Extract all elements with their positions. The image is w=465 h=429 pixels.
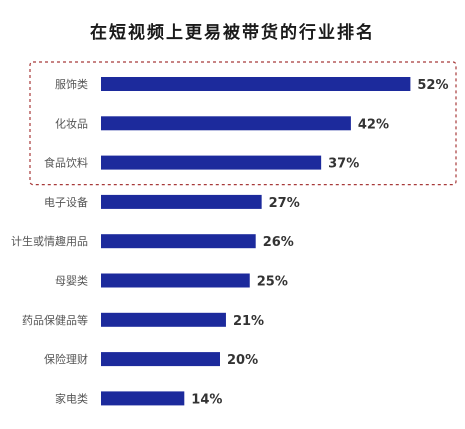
bar bbox=[101, 312, 226, 327]
bar bbox=[101, 116, 351, 131]
bar bbox=[101, 194, 262, 209]
category-label: 保险理财 bbox=[44, 352, 88, 366]
bar bbox=[101, 273, 250, 288]
bar bbox=[101, 234, 256, 249]
category-label: 药品保健品等 bbox=[22, 313, 88, 327]
value-label: 37% bbox=[328, 157, 359, 172]
category-label: 计生或情趣用品 bbox=[11, 234, 88, 248]
category-label: 化妆品 bbox=[55, 116, 88, 130]
bar bbox=[101, 391, 185, 406]
value-label: 52% bbox=[417, 78, 448, 93]
category-label: 服饰类 bbox=[55, 77, 88, 91]
value-label: 26% bbox=[263, 235, 294, 250]
value-label: 27% bbox=[269, 196, 300, 211]
highlight-box bbox=[29, 61, 457, 186]
value-label: 14% bbox=[191, 392, 222, 407]
value-label: 20% bbox=[227, 353, 258, 368]
value-label: 25% bbox=[257, 275, 288, 290]
value-label: 21% bbox=[233, 314, 264, 329]
highlight-layer bbox=[29, 61, 457, 186]
category-label: 电子设备 bbox=[44, 195, 88, 209]
bar bbox=[101, 155, 322, 170]
bar bbox=[101, 77, 411, 91]
value-labels: 52% 42% 37% 27% 26% 25% 21% 20% 14% bbox=[191, 78, 448, 407]
bars bbox=[101, 77, 411, 406]
bar bbox=[101, 352, 220, 367]
chart-title: 在短视频上更易被带货的行业排名 bbox=[90, 23, 375, 43]
category-label: 家电类 bbox=[55, 391, 88, 405]
value-label: 42% bbox=[358, 117, 389, 132]
category-label: 母婴类 bbox=[55, 274, 88, 288]
category-label: 食品饮料 bbox=[44, 156, 88, 170]
